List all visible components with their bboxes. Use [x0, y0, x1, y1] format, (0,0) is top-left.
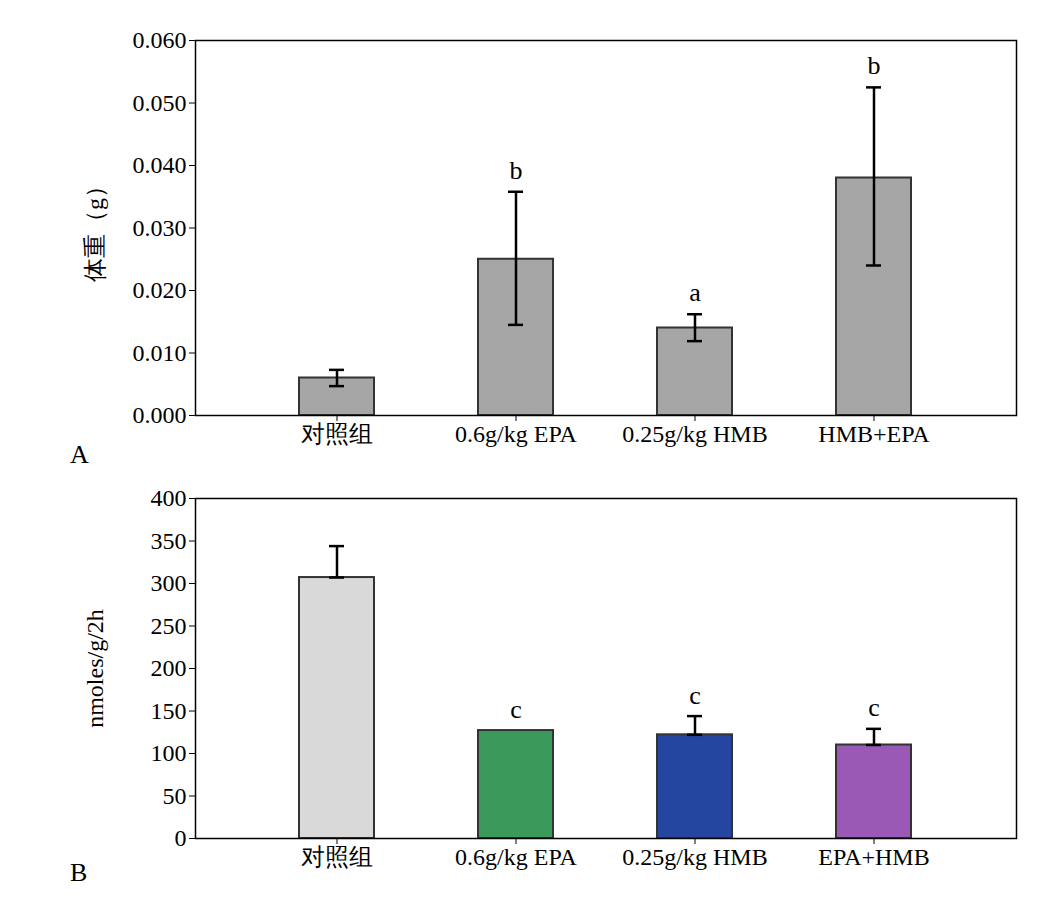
svg-text:体重（g）: 体重（g） [82, 174, 108, 282]
svg-text:c: c [689, 681, 701, 710]
svg-text:0.020: 0.020 [133, 277, 187, 303]
html-text:A: A [70, 440, 89, 469]
svg-text:200: 200 [151, 655, 187, 681]
svg-text:0.010: 0.010 [133, 340, 187, 366]
svg-text:c: c [510, 695, 522, 724]
svg-text:0.030: 0.030 [133, 215, 187, 241]
svg-text:0.050: 0.050 [133, 90, 187, 116]
svg-text:300: 300 [151, 570, 187, 596]
svg-text:对照组: 对照组 [301, 844, 373, 870]
svg-text:b: b [510, 156, 523, 185]
svg-text:HMB+EPA: HMB+EPA [818, 421, 930, 447]
svg-text:0.040: 0.040 [133, 152, 187, 178]
svg-text:0.25g/kg HMB: 0.25g/kg HMB [622, 844, 767, 870]
svg-text:EPA+HMB: EPA+HMB [818, 844, 929, 870]
svg-text:350: 350 [151, 528, 187, 554]
svg-text:250: 250 [151, 613, 187, 639]
svg-text:0.000: 0.000 [133, 402, 187, 428]
svg-text:100: 100 [151, 740, 187, 766]
svg-text:0.060: 0.060 [133, 27, 187, 53]
html-text:B: B [70, 858, 88, 887]
svg-text:400: 400 [151, 485, 187, 511]
svg-text:0.6g/kg EPA: 0.6g/kg EPA [455, 421, 577, 447]
svg-text:0.6g/kg EPA: 0.6g/kg EPA [455, 844, 577, 870]
svg-text:对照组: 对照组 [301, 421, 373, 447]
svg-text:nmoles/g/2h: nmoles/g/2h [82, 609, 108, 728]
svg-text:0.25g/kg HMB: 0.25g/kg HMB [622, 421, 767, 447]
svg-text:a: a [689, 278, 701, 307]
svg-text:0: 0 [175, 825, 187, 851]
svg-text:b: b [868, 51, 881, 80]
svg-text:c: c [868, 693, 880, 722]
svg-text:50: 50 [163, 783, 187, 809]
svg-text:150: 150 [151, 698, 187, 724]
